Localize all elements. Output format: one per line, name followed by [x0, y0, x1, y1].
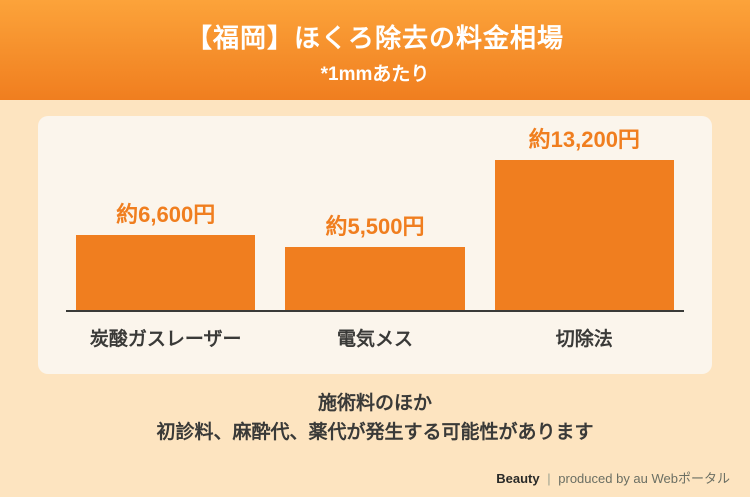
- footer-separator: |: [547, 471, 550, 486]
- header: 【福岡】ほくろ除去の料金相場 *1mmあたり: [0, 0, 750, 100]
- bar-group-1: 約5,500円: [285, 209, 464, 310]
- page-title: 【福岡】ほくろ除去の料金相場: [0, 18, 750, 55]
- bar-1: [285, 247, 464, 310]
- labels-row: 炭酸ガスレーザー 電気メス 切除法: [66, 312, 684, 351]
- bar-value-0: 約6,600円: [116, 197, 215, 229]
- footnote: 施術料のほか 初診料、麻酔代、薬代が発生する可能性があります: [38, 390, 712, 447]
- footer-byline: produced by au Webポータル: [558, 471, 730, 486]
- chart-card: 約6,600円 約5,500円 約13,200円 炭酸ガスレーザー 電気メス 切…: [38, 116, 712, 374]
- bar-value-1: 約5,500円: [325, 209, 424, 241]
- bar-label-0: 炭酸ガスレーザー: [76, 324, 255, 351]
- bar-0: [76, 235, 255, 310]
- footer-brand: Beauty: [496, 471, 539, 486]
- bar-2: [495, 160, 674, 310]
- bar-value-2: 約13,200円: [529, 122, 640, 154]
- infographic-root: 【福岡】ほくろ除去の料金相場 *1mmあたり 約6,600円 約5,500円 約…: [0, 0, 750, 500]
- footer: Beauty | produced by au Webポータル: [496, 468, 730, 487]
- bar-group-0: 約6,600円: [76, 197, 255, 310]
- bars-row: 約6,600円 約5,500円 約13,200円: [66, 130, 684, 312]
- page-subtitle: *1mmあたり: [0, 59, 750, 86]
- footnote-line-2: 初診料、麻酔代、薬代が発生する可能性があります: [38, 419, 712, 448]
- bar-label-1: 電気メス: [285, 324, 464, 351]
- bar-label-2: 切除法: [495, 324, 674, 351]
- body-area: 約6,600円 約5,500円 約13,200円 炭酸ガスレーザー 電気メス 切…: [0, 100, 750, 497]
- bar-group-2: 約13,200円: [495, 122, 674, 310]
- footnote-line-1: 施術料のほか: [38, 390, 712, 419]
